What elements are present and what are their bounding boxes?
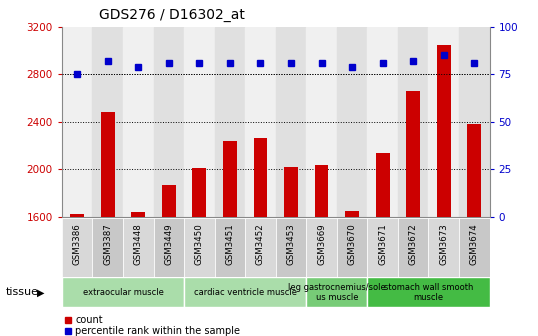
Bar <box>93 27 123 217</box>
Text: GSM3671: GSM3671 <box>378 223 387 265</box>
Text: GSM3452: GSM3452 <box>256 223 265 265</box>
Bar <box>276 27 306 217</box>
Bar <box>62 277 184 307</box>
Bar <box>376 153 390 217</box>
Bar <box>245 27 275 217</box>
Bar <box>367 218 398 277</box>
Bar <box>367 27 398 217</box>
Text: GSM3450: GSM3450 <box>195 223 204 265</box>
Bar <box>153 27 184 217</box>
Bar <box>337 218 367 277</box>
Text: ▶: ▶ <box>37 287 44 297</box>
Bar <box>215 218 245 277</box>
Text: GSM3673: GSM3673 <box>439 223 448 265</box>
Bar <box>367 277 490 307</box>
Bar <box>184 27 215 217</box>
Bar <box>215 27 245 217</box>
Text: GSM3669: GSM3669 <box>317 223 326 265</box>
Bar <box>123 27 153 217</box>
Bar <box>101 112 115 217</box>
Text: GDS276 / D16302_at: GDS276 / D16302_at <box>99 8 245 23</box>
Bar <box>62 218 93 277</box>
Text: extraocular muscle: extraocular muscle <box>82 288 164 297</box>
Bar <box>193 168 206 217</box>
Bar <box>428 218 459 277</box>
Bar <box>315 165 328 217</box>
Text: GSM3387: GSM3387 <box>103 223 112 265</box>
Bar <box>184 277 306 307</box>
Bar <box>276 218 306 277</box>
Bar <box>123 218 153 277</box>
Text: leg gastrocnemius/sole
us muscle: leg gastrocnemius/sole us muscle <box>288 283 386 302</box>
Text: GSM3672: GSM3672 <box>409 223 417 265</box>
Bar <box>428 27 459 217</box>
Bar <box>62 27 93 217</box>
Text: GSM3448: GSM3448 <box>134 223 143 265</box>
Bar <box>306 218 337 277</box>
Bar <box>398 218 428 277</box>
Bar <box>468 124 481 217</box>
Bar <box>398 27 428 217</box>
Bar <box>253 138 267 217</box>
Bar <box>459 218 490 277</box>
Bar <box>162 185 176 217</box>
Text: GSM3453: GSM3453 <box>287 223 295 265</box>
Text: GSM3386: GSM3386 <box>73 223 82 265</box>
Bar <box>437 45 451 217</box>
Text: percentile rank within the sample: percentile rank within the sample <box>75 326 240 336</box>
Bar <box>153 218 184 277</box>
Bar <box>459 27 490 217</box>
Bar <box>345 211 359 217</box>
Bar <box>184 218 215 277</box>
Bar <box>284 167 298 217</box>
Bar <box>131 212 145 217</box>
Text: stomach wall smooth
muscle: stomach wall smooth muscle <box>384 283 473 302</box>
Bar <box>223 141 237 217</box>
Text: GSM3449: GSM3449 <box>164 223 173 265</box>
Text: count: count <box>75 315 103 325</box>
Bar <box>245 218 275 277</box>
Text: GSM3674: GSM3674 <box>470 223 479 265</box>
Bar <box>93 218 123 277</box>
Text: cardiac ventricle muscle: cardiac ventricle muscle <box>194 288 296 297</box>
Bar <box>337 27 367 217</box>
Text: GSM3451: GSM3451 <box>225 223 235 265</box>
Text: GSM3670: GSM3670 <box>348 223 357 265</box>
Bar <box>306 277 367 307</box>
Bar <box>70 214 84 217</box>
Bar <box>406 91 420 217</box>
Bar <box>306 27 337 217</box>
Text: tissue: tissue <box>5 287 38 297</box>
